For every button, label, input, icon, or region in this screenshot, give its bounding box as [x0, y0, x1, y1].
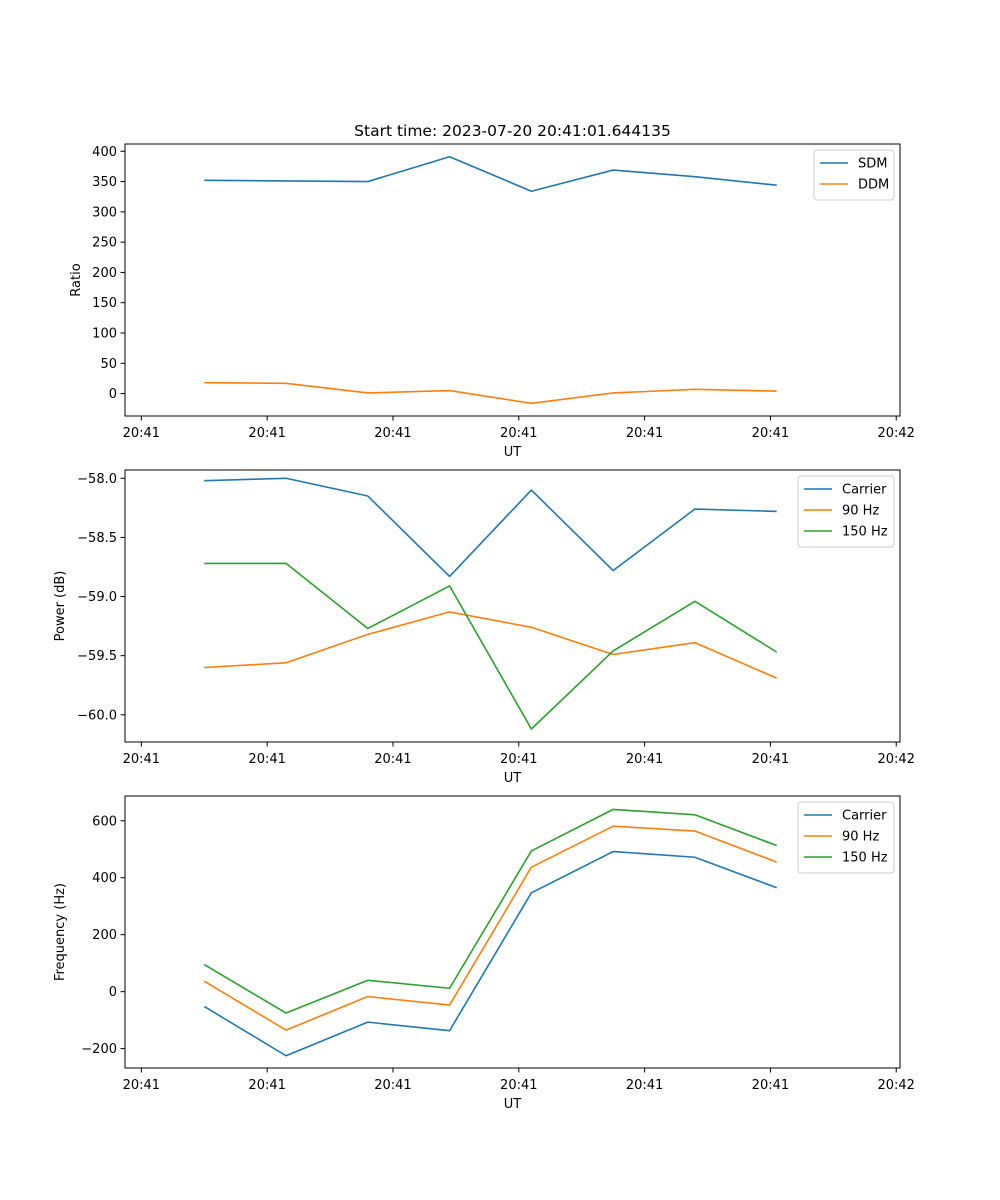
power-plot-frame: [124, 469, 901, 743]
y-tick-label: −58.0: [77, 472, 117, 487]
x-tick-label: 20:41: [123, 426, 160, 441]
x-tick-label: 20:42: [877, 426, 914, 441]
frequency-x-axis-label: UT: [504, 1097, 522, 1112]
frequency-series-90-hz-line: [203, 825, 777, 1031]
x-tick-label: 20:41: [123, 1078, 160, 1093]
y-tick-label: 400: [92, 145, 117, 160]
y-tick-label: 350: [92, 175, 117, 190]
ratio-legend: SDM DDM: [813, 149, 895, 201]
power-x-axis-label: UT: [504, 771, 522, 786]
legend-label: SDM: [858, 157, 887, 172]
legend-box: [797, 801, 895, 874]
frequency-series-carrier-line: [203, 850, 777, 1057]
y-tick-label: 300: [92, 205, 117, 220]
x-tick-label: 20:41: [500, 752, 537, 767]
power-series-carrier-line: [204, 477, 777, 578]
y-tick-label: 0: [109, 387, 117, 402]
legend-label: 150 Hz: [842, 525, 888, 540]
chart-title: Start time: 2023-07-20 20:41:01.644135: [354, 122, 671, 140]
x-tick-label: 20:42: [877, 752, 914, 767]
x-tick-label: 20:41: [752, 752, 789, 767]
x-tick-label: 20:41: [123, 752, 160, 767]
x-tick-label: 20:41: [374, 1078, 411, 1093]
y-tick-label: −59.0: [77, 590, 117, 605]
x-tick-label: 20:41: [626, 752, 663, 767]
legend-box: [797, 475, 895, 548]
y-tick-label: 400: [92, 871, 117, 886]
x-tick-label: 20:41: [500, 426, 537, 441]
ratio-plot-frame: [124, 143, 901, 417]
x-tick-label: 20:41: [248, 1078, 285, 1093]
ratio-panel: 20:41 20:41 20:41 20:41 20:41 20:41 20:42 0 50 10…: [69, 143, 915, 460]
x-tick-label: 20:41: [500, 1078, 537, 1093]
y-tick-label: −60.0: [77, 708, 117, 723]
y-tick-label: 250: [92, 236, 117, 251]
y-tick-label: 100: [92, 327, 117, 342]
legend-label: Carrier: [842, 809, 887, 824]
x-tick-label: 20:41: [626, 426, 663, 441]
ratio-series-sdm-line: [204, 155, 777, 193]
y-tick-label: 150: [92, 296, 117, 311]
frequency-panel: 20:41 20:41 20:41 20:41 20:41 20:41 20:42 −200 0…: [53, 795, 915, 1112]
x-tick-label: 20:41: [752, 1078, 789, 1093]
y-tick-label: −59.5: [77, 649, 117, 664]
y-tick-label: 600: [92, 814, 117, 829]
power-y-axis-label: Power (dB): [53, 571, 68, 642]
x-tick-label: 20:41: [752, 426, 789, 441]
ratio-x-axis-label: UT: [504, 445, 522, 460]
x-tick-label: 20:42: [877, 1078, 914, 1093]
ratio-y-axis-label: Ratio: [69, 263, 84, 296]
legend-label: Carrier: [842, 483, 887, 498]
power-legend: Carrier 90 Hz 150 Hz: [797, 475, 895, 548]
frequency-series-150-hz-line: [203, 808, 777, 1014]
frequency-plot-frame: [124, 795, 901, 1069]
x-tick-label: 20:41: [248, 426, 285, 441]
legend-label: DDM: [858, 178, 889, 193]
x-tick-label: 20:41: [248, 752, 285, 767]
y-tick-label: 50: [100, 357, 117, 372]
ratio-series-ddm-line: [204, 381, 777, 405]
legend-label: 150 Hz: [842, 851, 888, 866]
y-tick-label: −200: [81, 1042, 117, 1057]
legend-label: 90 Hz: [842, 504, 879, 519]
power-panel: 20:41 20:41 20:41 20:41 20:41 20:41 20:42 −60.0…: [53, 469, 915, 786]
x-tick-label: 20:41: [626, 1078, 663, 1093]
y-tick-label: 0: [109, 985, 117, 1000]
x-tick-label: 20:41: [374, 752, 411, 767]
y-tick-label: −58.5: [77, 531, 117, 546]
x-tick-label: 20:41: [374, 426, 411, 441]
frequency-y-axis-label: Frequency (Hz): [53, 883, 68, 981]
legend-label: 90 Hz: [842, 830, 879, 845]
frequency-legend: Carrier 90 Hz 150 Hz: [797, 801, 895, 874]
power-series-150-hz-line: [204, 562, 778, 730]
power-series-90-hz-line: [204, 611, 778, 679]
y-tick-label: 200: [92, 928, 117, 943]
y-tick-label: 200: [92, 266, 117, 281]
